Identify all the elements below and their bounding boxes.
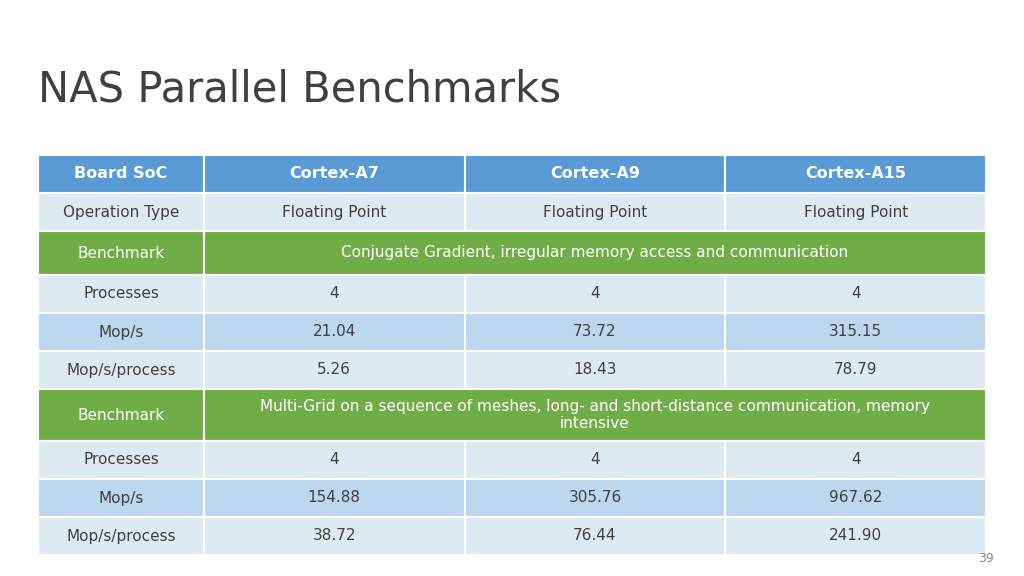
Text: 4: 4 <box>590 453 600 468</box>
Bar <box>204 275 465 313</box>
Bar <box>725 351 986 389</box>
Bar <box>465 155 725 193</box>
Bar <box>38 231 204 275</box>
Text: 5.26: 5.26 <box>317 362 351 377</box>
Text: 967.62: 967.62 <box>829 491 883 506</box>
Text: 4: 4 <box>851 286 860 301</box>
Text: 73.72: 73.72 <box>573 324 616 339</box>
Bar <box>38 155 204 193</box>
Bar <box>465 441 725 479</box>
Bar <box>38 275 204 313</box>
Text: Mop/s/process: Mop/s/process <box>67 362 176 377</box>
Text: 76.44: 76.44 <box>573 529 616 544</box>
Text: 4: 4 <box>851 453 860 468</box>
Bar <box>204 389 986 441</box>
Bar <box>38 441 204 479</box>
Text: 78.79: 78.79 <box>834 362 878 377</box>
Text: 315.15: 315.15 <box>829 324 883 339</box>
Bar <box>465 193 725 231</box>
Text: 39: 39 <box>978 551 994 564</box>
Text: Operation Type: Operation Type <box>62 204 179 219</box>
Text: 241.90: 241.90 <box>829 529 883 544</box>
Bar <box>204 517 465 555</box>
Text: Floating Point: Floating Point <box>283 204 386 219</box>
Bar <box>38 389 204 441</box>
Text: Benchmark: Benchmark <box>78 407 165 423</box>
Text: Processes: Processes <box>83 453 159 468</box>
Text: NAS Parallel Benchmarks: NAS Parallel Benchmarks <box>38 69 561 111</box>
Bar <box>38 193 204 231</box>
Text: Cortex-A9: Cortex-A9 <box>550 166 640 181</box>
Text: Multi-Grid on a sequence of meshes, long- and short-distance communication, memo: Multi-Grid on a sequence of meshes, long… <box>260 399 930 431</box>
Text: 18.43: 18.43 <box>573 362 616 377</box>
Bar <box>204 155 465 193</box>
Text: Cortex-A15: Cortex-A15 <box>805 166 906 181</box>
Text: 4: 4 <box>590 286 600 301</box>
Text: Board SoC: Board SoC <box>75 166 168 181</box>
Bar <box>38 313 204 351</box>
Text: 154.88: 154.88 <box>308 491 360 506</box>
Bar <box>204 441 465 479</box>
Bar <box>725 479 986 517</box>
Text: Mop/s/process: Mop/s/process <box>67 529 176 544</box>
Bar <box>725 275 986 313</box>
Bar <box>725 517 986 555</box>
Bar <box>465 313 725 351</box>
Bar <box>725 313 986 351</box>
Text: Mop/s: Mop/s <box>98 491 143 506</box>
Text: Cortex-A7: Cortex-A7 <box>290 166 379 181</box>
Text: 38.72: 38.72 <box>312 529 356 544</box>
Text: 305.76: 305.76 <box>568 491 622 506</box>
Bar <box>204 231 986 275</box>
Bar <box>725 155 986 193</box>
Bar <box>465 275 725 313</box>
Text: Processes: Processes <box>83 286 159 301</box>
Text: Mop/s: Mop/s <box>98 324 143 339</box>
Bar <box>204 351 465 389</box>
Bar <box>38 517 204 555</box>
Text: Conjugate Gradient, irregular memory access and communication: Conjugate Gradient, irregular memory acc… <box>341 245 849 260</box>
Bar <box>38 351 204 389</box>
Bar <box>38 479 204 517</box>
Bar <box>204 193 465 231</box>
Text: 4: 4 <box>330 453 339 468</box>
Text: 21.04: 21.04 <box>312 324 356 339</box>
Bar <box>465 479 725 517</box>
Bar <box>725 441 986 479</box>
Text: 4: 4 <box>330 286 339 301</box>
Text: Benchmark: Benchmark <box>78 245 165 260</box>
Bar <box>204 479 465 517</box>
Text: Floating Point: Floating Point <box>543 204 647 219</box>
Text: Floating Point: Floating Point <box>804 204 907 219</box>
Bar <box>465 517 725 555</box>
Bar <box>204 313 465 351</box>
Bar <box>465 351 725 389</box>
Bar <box>725 193 986 231</box>
